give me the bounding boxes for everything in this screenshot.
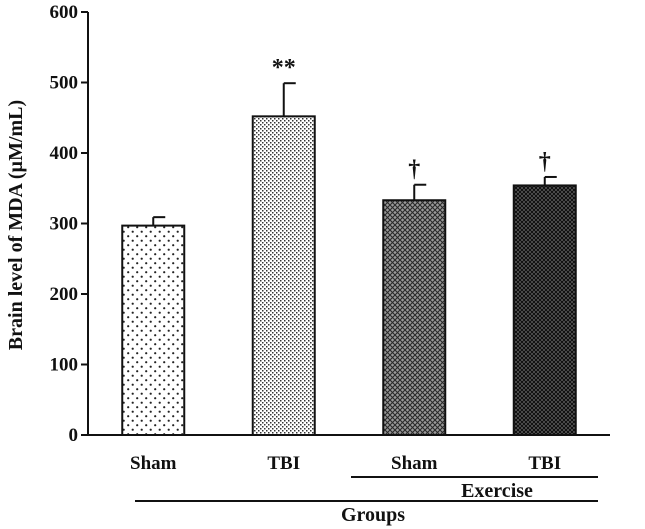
y-tick-label: 0 <box>69 425 79 446</box>
exercise-group-label: Exercise <box>461 480 533 502</box>
significance-marker-2: ** <box>272 55 296 81</box>
bar-4 <box>512 184 577 436</box>
significance-marker-4: † <box>539 149 551 175</box>
y-axis-title: Brain level of MDA (µM/mL) <box>5 100 27 350</box>
bar-1 <box>121 224 186 436</box>
bars: ** † † <box>121 55 577 436</box>
y-tick-label: 400 <box>50 143 79 164</box>
bar-3 <box>382 199 447 436</box>
category-label-3: Sham <box>391 453 438 474</box>
category-labels: Sham TBI Sham TBI <box>130 453 598 502</box>
y-tick-label: 600 <box>50 2 79 23</box>
bar-2 <box>251 115 316 436</box>
significance-marker-3: † <box>408 157 420 183</box>
category-label-1: Sham <box>130 453 177 474</box>
y-axis: 0 100 200 300 400 500 600 <box>50 2 89 446</box>
y-tick-label: 300 <box>50 214 79 235</box>
x-axis-title: Groups <box>341 504 405 526</box>
y-tick-label: 100 <box>50 355 79 376</box>
category-label-2: TBI <box>267 453 300 474</box>
y-tick-label: 500 <box>50 73 79 94</box>
category-label-4: TBI <box>528 453 561 474</box>
y-tick-label: 200 <box>50 284 79 305</box>
